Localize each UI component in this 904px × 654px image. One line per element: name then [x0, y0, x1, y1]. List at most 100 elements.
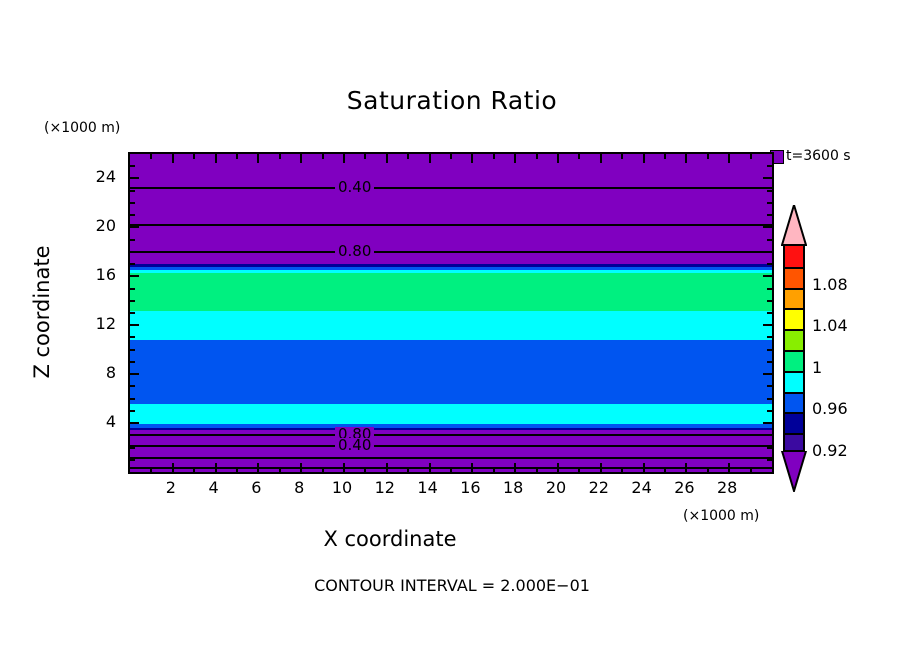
axis-tick — [300, 463, 303, 472]
x-tick-label: 10 — [331, 478, 353, 497]
axis-tick — [130, 385, 135, 388]
axis-tick — [193, 154, 196, 159]
axis-tick — [450, 154, 452, 159]
z-tick-label: 24 — [95, 167, 116, 187]
contour-plot-area[interactable]: 0.40 0.80 0.80 0.40 — [128, 152, 774, 474]
axis-tick — [428, 463, 431, 472]
axis-tick — [193, 467, 196, 472]
axis-tick — [706, 154, 709, 159]
axis-tick — [492, 467, 495, 472]
x-tick-label: 14 — [417, 478, 438, 497]
axis-tick — [767, 397, 772, 400]
contour-band — [130, 427, 772, 431]
axis-tick — [130, 422, 139, 425]
contour-band — [130, 424, 772, 428]
axis-tick — [767, 250, 772, 253]
axis-tick — [130, 373, 139, 376]
contour-band — [130, 310, 772, 340]
axis-tick — [763, 324, 772, 327]
contour-band — [130, 266, 772, 271]
contour-band — [130, 339, 772, 404]
contour-line — [130, 433, 772, 436]
x-tick-label: 12 — [374, 478, 395, 497]
axis-tick — [471, 463, 474, 472]
axis-tick — [321, 154, 324, 159]
x-tick-label: 8 — [294, 478, 305, 497]
colorbar-segment — [785, 308, 803, 330]
contour-interval-caption: CONTOUR INTERVAL = 2.000E−01 — [314, 576, 590, 595]
page-title: Saturation Ratio — [346, 86, 558, 115]
axis-tick — [130, 214, 135, 217]
axis-tick — [130, 360, 135, 363]
axis-tick — [428, 154, 431, 163]
axis-tick — [749, 154, 752, 159]
axis-tick — [214, 463, 217, 472]
axis-tick — [171, 154, 174, 163]
axis-tick — [767, 312, 772, 314]
x-tick-label: 28 — [717, 478, 738, 497]
axis-tick — [767, 348, 772, 351]
axis-tick — [767, 409, 772, 412]
axis-tick — [471, 154, 474, 163]
axis-tick — [130, 409, 135, 412]
axis-tick — [706, 467, 709, 472]
axis-tick — [685, 154, 688, 163]
axis-tick — [763, 422, 772, 425]
axis-tick — [278, 154, 281, 159]
axis-tick — [535, 467, 538, 472]
axis-tick — [130, 177, 139, 180]
axis-tick — [130, 324, 139, 327]
z-axis-unit-label: (×1000 m) — [44, 120, 121, 136]
axis-tick — [130, 275, 139, 278]
axis-tick — [763, 177, 772, 180]
z-tick-label: 4 — [105, 412, 116, 432]
axis-tick — [364, 154, 367, 159]
colorbar-segment — [785, 412, 803, 434]
axis-tick — [767, 263, 772, 266]
axis-tick — [236, 467, 238, 472]
axis-tick — [767, 336, 772, 339]
contour-label: 0.40 — [335, 438, 375, 453]
contour-band — [130, 270, 772, 273]
axis-tick — [343, 154, 345, 163]
colorbar-label: 0.92 — [812, 441, 848, 460]
contour-line — [130, 250, 772, 253]
axis-tick — [321, 467, 324, 472]
axis-tick — [130, 336, 135, 339]
axis-tick — [767, 287, 772, 290]
contour-line — [130, 456, 772, 459]
axis-tick — [130, 263, 135, 266]
contour-label: 0.80 — [335, 426, 375, 441]
axis-tick — [130, 434, 135, 437]
colorbar-segment — [785, 370, 803, 392]
contour-band — [130, 430, 772, 472]
x-tick-label: 4 — [208, 478, 219, 497]
axis-tick — [514, 154, 517, 163]
axis-tick — [767, 434, 772, 437]
axis-tick — [130, 348, 135, 351]
axis-tick — [130, 299, 135, 302]
colorbar[interactable] — [783, 244, 805, 452]
axis-tick — [642, 463, 645, 472]
axis-tick — [385, 154, 388, 163]
axis-tick — [642, 154, 645, 163]
contour-band — [130, 272, 772, 311]
axis-tick — [599, 463, 602, 472]
axis-tick — [578, 154, 581, 159]
axis-tick — [621, 467, 624, 472]
colorbar-label: 1.08 — [812, 274, 848, 294]
axis-tick — [767, 189, 772, 192]
axis-tick — [150, 467, 153, 472]
z-tick-label: 20 — [95, 216, 116, 236]
axis-tick — [130, 446, 135, 449]
axis-tick — [599, 154, 602, 163]
axis-tick — [385, 463, 388, 472]
z-tick-label: 8 — [105, 363, 116, 383]
axis-tick — [514, 463, 517, 472]
axis-tick — [278, 467, 281, 472]
contour-field — [130, 154, 772, 472]
axis-tick — [763, 226, 772, 229]
x-tick-label: 24 — [631, 478, 652, 497]
axis-tick — [685, 463, 688, 472]
axis-tick — [763, 373, 772, 376]
